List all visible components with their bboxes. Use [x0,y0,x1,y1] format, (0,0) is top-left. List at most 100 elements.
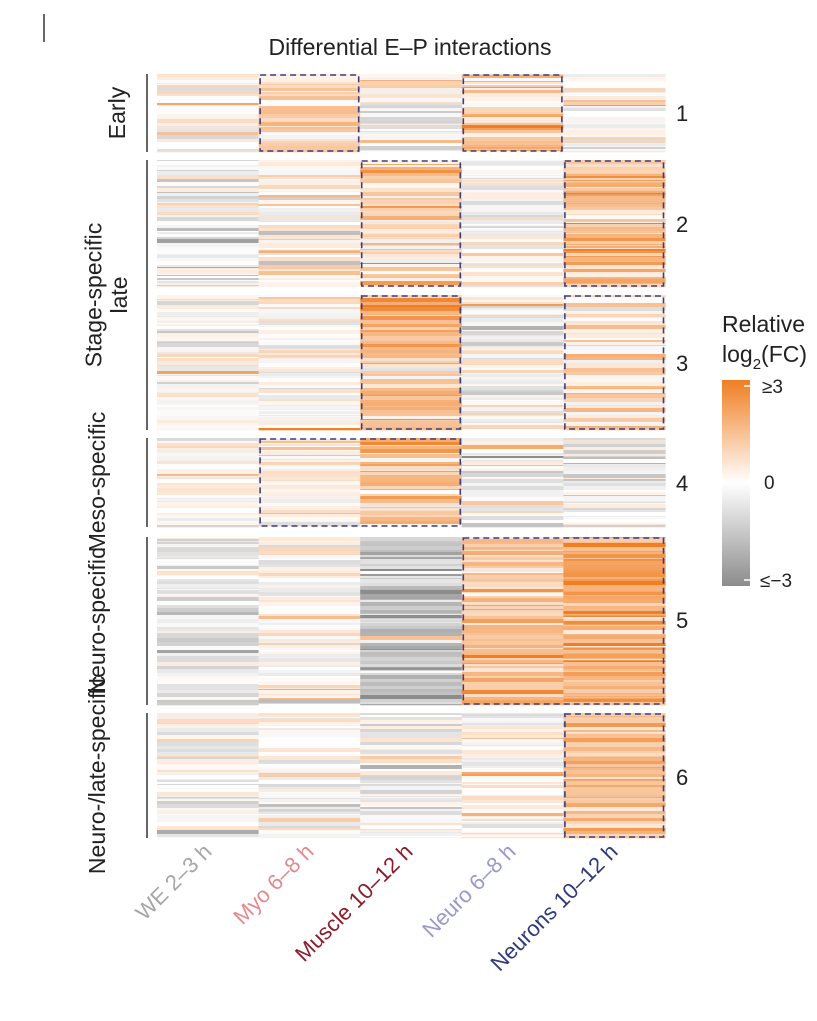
heatmap-cell [563,141,666,144]
heatmap-cell [360,239,463,244]
heatmap-cell [258,118,361,123]
heatmap-cell [360,798,463,800]
heatmap-cell [461,107,564,112]
heatmap-cell [157,309,260,313]
heatmap-cell [563,479,666,482]
heatmap-cell [157,453,260,458]
heatmap-cell [461,112,564,115]
heatmap-cell [360,550,463,553]
heatmap-cell [360,537,463,542]
heatmap-cell [258,639,361,643]
heatmap-cell [258,447,361,451]
heatmap-cell [461,742,564,746]
heatmap-cell [563,74,666,78]
heatmap-cell [563,160,666,163]
heatmap-cell [258,484,361,486]
heatmap-cell [258,658,361,663]
heatmap-cell [157,713,260,716]
heatmap-cell [258,206,361,209]
heatmap-cell [360,618,463,620]
heatmap-cell [258,321,361,323]
heatmap-cell [258,835,361,839]
heatmap-cell [461,582,564,585]
heatmap-cell [360,344,463,348]
heatmap-cell [157,175,260,180]
heatmap-cell [258,353,361,356]
heatmap-cell [258,191,361,193]
heatmap-cell [157,103,260,106]
heatmap-cell [360,702,463,705]
heatmap-cell [563,635,666,640]
heatmap-cell [360,356,463,359]
heatmap-cell [563,798,666,800]
heatmap-cell [258,195,361,198]
heatmap-cell [461,377,564,380]
heatmap-cell [461,128,564,131]
heatmap-cell [360,667,463,669]
heatmap-cell [563,774,666,778]
heatmap-cell [563,474,666,477]
highlight-box [564,713,665,838]
heatmap-cell [461,766,564,769]
heatmap-cell [157,414,260,417]
heatmap-cell [360,729,463,733]
heatmap-cell [258,699,361,704]
heatmap-cell [258,316,361,319]
heatmap-cell [360,243,463,246]
heatmap-cell [360,499,463,504]
heatmap-cell [360,640,463,644]
heatmap-cell [258,167,361,172]
heatmap-cell [360,578,463,580]
heatmap-cell [461,390,564,393]
heatmap-cell [157,182,260,187]
heatmap-cell [258,582,361,586]
heatmap-cell [157,280,260,282]
heatmap-cell [563,517,666,520]
heatmap-cell [258,830,361,835]
heatmap-cell [563,585,666,588]
heatmap-cell [461,103,564,108]
heatmap-cell [563,450,666,454]
heatmap-cell [360,541,463,544]
heatmap-cell [157,702,260,706]
heatmap-cell [461,501,564,506]
heatmap-cell [157,656,260,659]
heatmap-cell [563,698,666,700]
heatmap-cell [563,378,666,383]
heatmap-cell [157,316,260,318]
heatmap-cell [157,354,260,358]
heatmap-cell [563,262,666,266]
heatmap-cell [258,185,361,190]
heatmap-cell [360,515,463,518]
heatmap-cell [563,723,666,728]
heatmap-cell [563,105,666,107]
heatmap-cell [461,605,564,607]
heatmap-cell [360,267,463,272]
heatmap-cell [360,311,463,316]
heatmap-cell [563,102,666,106]
heatmap-cell [360,636,463,641]
heatmap-cell [157,342,260,344]
heatmap-cell [360,350,463,354]
heatmap-cell [157,828,260,831]
heatmap-cell [360,406,463,408]
heatmap-cell [157,581,260,585]
heatmap-cell [563,303,666,308]
heatmap-cell [461,557,564,561]
heatmap-cell [157,149,260,152]
heatmap-cell [258,421,361,426]
heatmap-cell [258,410,361,412]
heatmap-cell [258,350,361,354]
heatmap-cell [360,657,463,662]
heatmap-cell [157,323,260,325]
heatmap-cell [258,645,361,649]
heatmap-cell [157,357,260,359]
heatmap-cell [563,296,666,298]
heatmap-cell [461,738,564,740]
heatmap-cell [563,394,666,399]
heatmap-cell [563,176,666,179]
heatmap-cell [461,330,564,332]
heatmap-cell [157,239,260,244]
heatmap-cell [258,318,361,320]
heatmap-cell [258,676,361,679]
